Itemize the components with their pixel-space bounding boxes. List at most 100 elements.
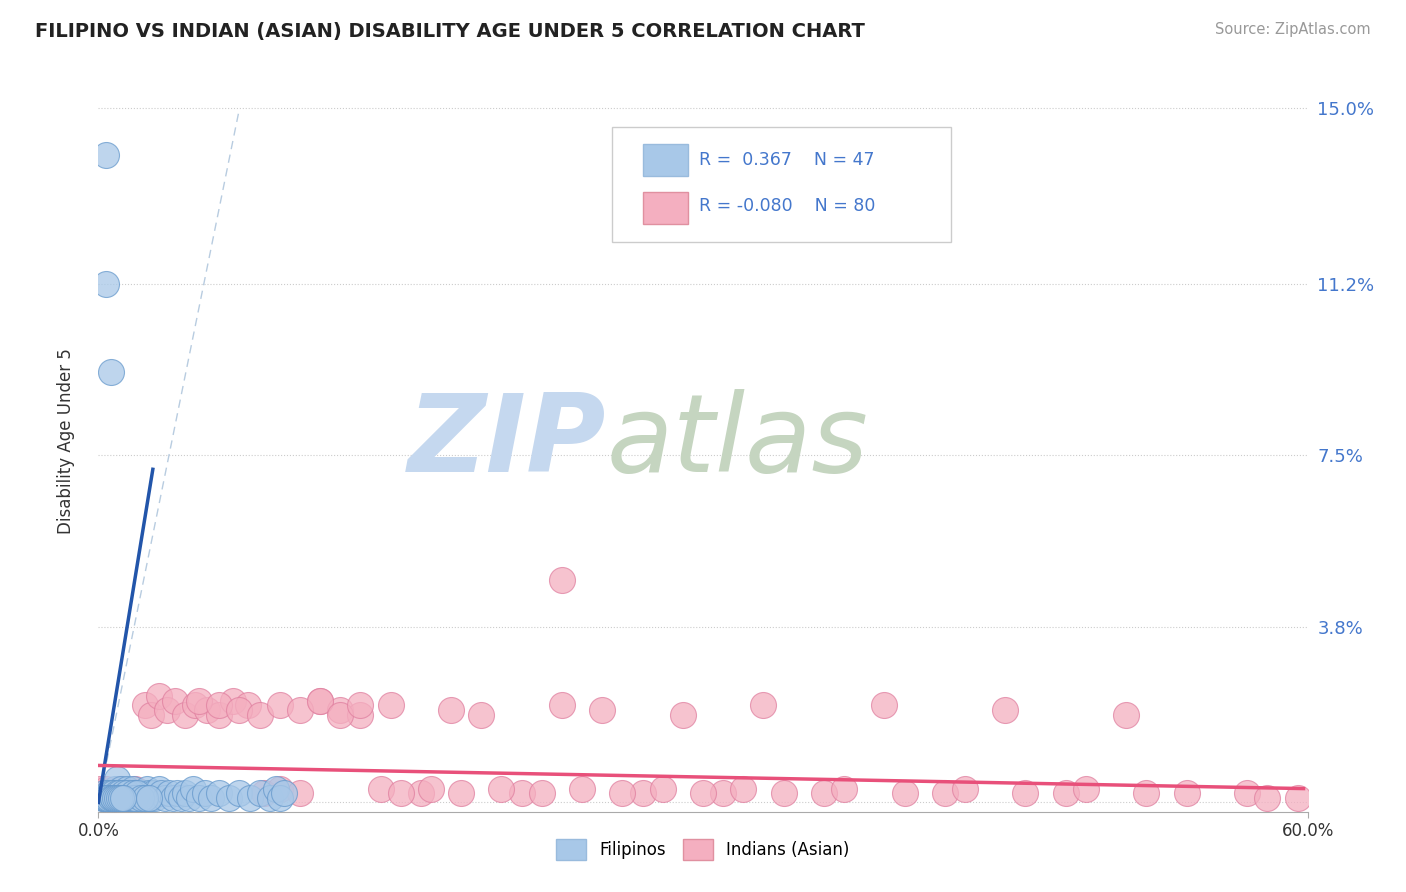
Point: [288, 786, 311, 800]
Point: [934, 786, 956, 800]
Y-axis label: Disability Age Under 5: Disability Age Under 5: [56, 349, 75, 534]
Point: [420, 781, 443, 796]
Point: [97, 790, 120, 805]
Point: [1115, 707, 1137, 722]
Point: [1135, 786, 1157, 800]
Point: [631, 786, 654, 800]
Point: [89, 781, 111, 796]
Point: [110, 790, 132, 805]
Text: R =  0.367    N = 47: R = 0.367 N = 47: [699, 152, 875, 169]
Point: [163, 694, 186, 708]
Point: [179, 790, 201, 805]
Point: [97, 786, 120, 800]
Point: [101, 786, 124, 800]
Point: [491, 781, 513, 796]
Point: [103, 790, 125, 805]
Point: [105, 790, 128, 805]
Point: [200, 790, 222, 805]
Point: [125, 786, 148, 800]
Point: [157, 786, 180, 800]
Point: [128, 786, 150, 800]
Point: [111, 790, 134, 805]
Point: [249, 786, 271, 800]
Point: [138, 790, 160, 805]
Point: [195, 703, 218, 717]
Point: [264, 781, 287, 796]
Point: [96, 147, 118, 161]
Point: [124, 790, 146, 805]
Point: [100, 790, 122, 805]
Point: [128, 786, 150, 800]
Point: [101, 790, 124, 805]
Point: [228, 703, 250, 717]
Point: [269, 698, 291, 713]
Point: [124, 781, 146, 796]
Point: [149, 786, 172, 800]
Point: [142, 786, 165, 800]
Point: [530, 786, 553, 800]
Point: [105, 786, 128, 800]
Point: [134, 790, 156, 805]
Point: [96, 790, 118, 805]
Point: [1256, 790, 1278, 805]
Point: [236, 698, 259, 713]
Point: [96, 790, 118, 805]
Point: [93, 790, 115, 805]
Point: [370, 781, 392, 796]
Point: [93, 790, 115, 805]
Point: [125, 790, 148, 805]
Point: [409, 786, 432, 800]
Point: [551, 698, 574, 713]
Point: [100, 790, 122, 805]
Point: [100, 790, 122, 805]
Point: [129, 790, 152, 805]
Point: [253, 786, 276, 800]
Point: [288, 703, 311, 717]
Point: [349, 698, 371, 713]
Point: [1286, 790, 1309, 805]
Point: [91, 786, 114, 800]
FancyBboxPatch shape: [643, 145, 689, 177]
Point: [273, 786, 295, 800]
Point: [208, 698, 231, 713]
Point: [222, 694, 245, 708]
Point: [93, 790, 115, 805]
Point: [115, 790, 138, 805]
Point: [118, 786, 141, 800]
Point: [105, 772, 128, 787]
Point: [129, 790, 152, 805]
Point: [115, 781, 138, 796]
FancyBboxPatch shape: [643, 193, 689, 224]
Point: [772, 786, 794, 800]
Point: [103, 786, 125, 800]
Text: Source: ZipAtlas.com: Source: ZipAtlas.com: [1215, 22, 1371, 37]
Point: [96, 781, 118, 796]
Point: [139, 790, 162, 805]
Point: [96, 277, 118, 292]
Point: [103, 790, 125, 805]
Point: [143, 790, 166, 805]
Point: [134, 698, 156, 713]
Point: [139, 707, 162, 722]
Point: [103, 781, 125, 796]
Point: [170, 790, 193, 805]
Point: [174, 707, 197, 722]
Point: [309, 694, 332, 708]
Point: [711, 786, 734, 800]
Point: [380, 698, 402, 713]
Point: [953, 781, 976, 796]
Point: [249, 707, 271, 722]
Point: [1175, 786, 1198, 800]
Point: [111, 786, 134, 800]
Point: [1236, 786, 1258, 800]
Point: [105, 786, 128, 800]
Point: [228, 786, 250, 800]
Point: [194, 786, 217, 800]
Point: [91, 790, 114, 805]
Point: [510, 786, 533, 800]
Point: [349, 707, 371, 722]
Point: [181, 781, 204, 796]
Point: [752, 698, 775, 713]
Point: [218, 790, 240, 805]
Point: [329, 703, 352, 717]
